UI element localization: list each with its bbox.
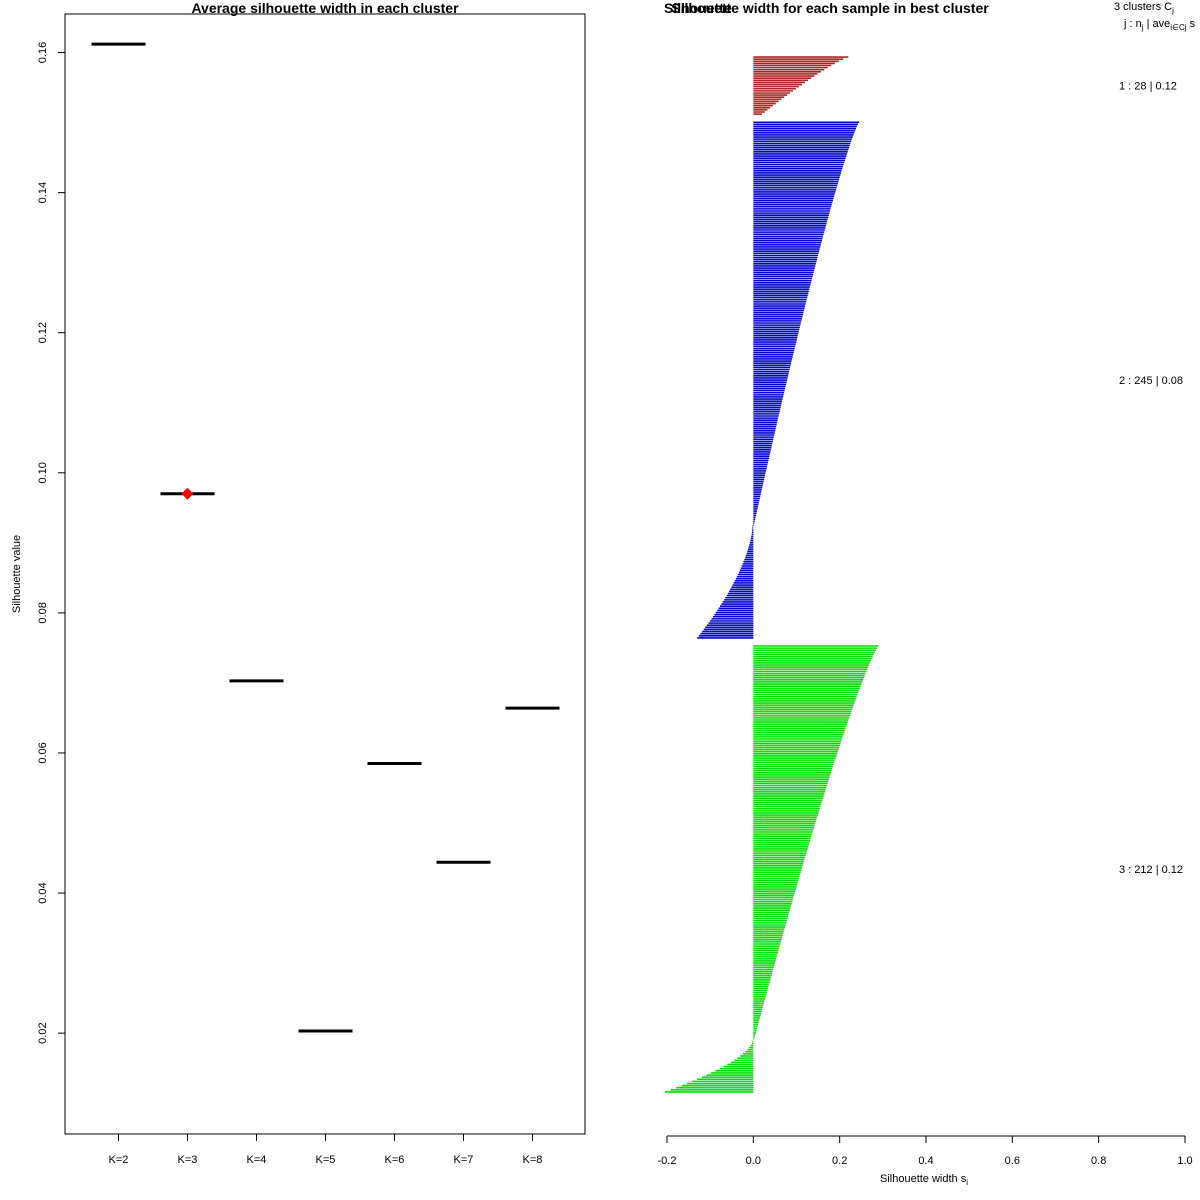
cluster-legend: 3 clusters Cj j : nj | avei∈Cj s 1 : 28 … xyxy=(1114,1,1196,876)
left-y-tick-label: 0.08 xyxy=(37,602,49,623)
right-x-axis: -0.2 0.0 0.2 0.4 0.6 0.8 1.0 xyxy=(658,1135,1193,1167)
right-x-tick-label: 0.6 xyxy=(1005,1155,1020,1167)
left-y-tick-label: 0.14 xyxy=(37,182,49,203)
right-chart-overlap-title: Silhouette xyxy=(664,0,732,16)
left-plot-frame xyxy=(64,13,586,1135)
left-y-tick-label: 0.10 xyxy=(37,462,49,483)
right-x-tick-label: 1.0 xyxy=(1177,1155,1192,1167)
cluster-3-bars xyxy=(664,645,879,1093)
right-x-tick-label: -0.2 xyxy=(658,1155,677,1167)
right-x-tick-label: 0.0 xyxy=(746,1155,761,1167)
left-y-axis-label: Silhouette value xyxy=(11,535,23,613)
right-x-tick-label: 0.2 xyxy=(832,1155,847,1167)
cluster-1-bars xyxy=(753,56,849,115)
left-data-marks xyxy=(91,42,560,1033)
cluster-2-bars xyxy=(697,121,860,639)
left-y-tick-label: 0.04 xyxy=(37,882,49,903)
sample-silhouette-chart: Silhouette width for each sample in best… xyxy=(658,0,1196,1187)
left-y-tick-label: 0.06 xyxy=(37,742,49,763)
legend-cluster-1: 1 : 28 | 0.12 xyxy=(1119,81,1177,93)
legend-header-line2: j : nj | avei∈Cj s xyxy=(1123,18,1196,32)
right-x-tick-label: 0.8 xyxy=(1091,1155,1106,1167)
right-x-axis-label: Silhouette width si xyxy=(880,1173,968,1187)
left-chart-title: Average silhouette width in each cluster xyxy=(191,0,459,16)
left-x-tick-label: K=2 xyxy=(109,1154,129,1166)
left-x-tick-label: K=6 xyxy=(385,1154,405,1166)
left-y-tick-label: 0.12 xyxy=(37,322,49,343)
left-x-tick-label: K=4 xyxy=(247,1154,267,1166)
left-y-tick-label: 0.02 xyxy=(37,1022,49,1043)
left-x-tick-label: K=7 xyxy=(454,1154,474,1166)
left-x-tick-label: K=5 xyxy=(316,1154,336,1166)
right-chart-title: Silhouette width for each sample in best… xyxy=(671,0,989,16)
left-x-tick-label: K=3 xyxy=(178,1154,198,1166)
left-y-tick-label: 0.16 xyxy=(37,42,49,63)
avg-silhouette-chart: Average silhouette width in each cluster… xyxy=(11,0,586,1166)
legend-header-line1: 3 clusters Cj xyxy=(1114,1,1174,15)
left-x-axis: K=2 K=3 K=4 K=5 K=6 K=7 K=8 xyxy=(109,1133,543,1166)
left-x-tick-label: K=8 xyxy=(523,1154,543,1166)
legend-cluster-3: 3 : 212 | 0.12 xyxy=(1119,864,1183,876)
legend-cluster-2: 2 : 245 | 0.08 xyxy=(1119,375,1183,387)
silhouette-bars xyxy=(664,56,879,1093)
left-y-axis: 0.02 0.04 0.06 0.08 0.10 0.12 0.14 0.16 xyxy=(37,42,66,1044)
best-k-marker xyxy=(181,487,194,500)
right-x-tick-label: 0.4 xyxy=(918,1155,933,1167)
